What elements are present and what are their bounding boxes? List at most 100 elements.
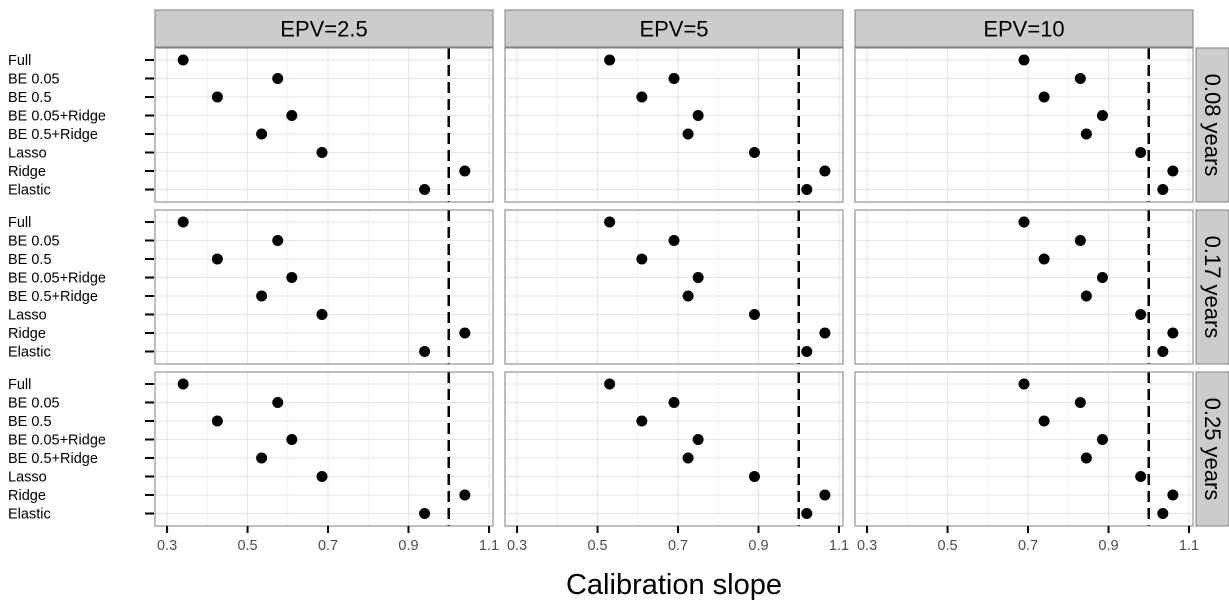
strip-epv-10 [854,9,1194,48]
data-point-ridge [459,489,471,501]
strip-label-epv-5: EPV=5 [639,17,708,42]
data-point-be-0-5 [211,91,223,103]
strip-epv-5 [504,9,844,48]
y-tick-label-ridge: Ridge [8,164,46,180]
strip-label-epv-10: EPV=10 [983,17,1064,42]
data-point-full [1018,378,1030,390]
panel-epv-10-0-08-years-border [854,47,1194,203]
strip-label-0-17-years: 0.17 years [1200,236,1225,339]
y-tick-label-lasso: Lasso [8,146,47,162]
data-point-be-0-5 [636,415,648,427]
data-point-full [1018,54,1030,66]
panel-epv-10-0-08-years-background [855,48,1193,202]
data-point-be-0-5-ridge [682,452,694,464]
x-tick-label: 0.7 [1018,538,1038,554]
data-point-be-0-05-ridge [692,110,704,121]
data-point-be-0-5-ridge [1080,452,1092,464]
x-tick-label: 0.9 [398,538,418,554]
data-point-elastic [801,184,813,195]
panel-epv-5-0-17-years-border [504,209,844,365]
y-tick-label-be-0-05-ridge: BE 0.05+Ridge [8,109,106,125]
data-point-be-0-05 [668,397,680,408]
strip-0-25-years [1195,371,1229,527]
data-point-lasso [1135,471,1147,482]
x-axis-title: Calibration slope [566,569,782,601]
data-point-ridge [1167,327,1179,339]
strip-label-0-08-years: 0.08 years [1200,74,1225,177]
data-point-lasso [316,147,328,158]
data-point-be-0-05 [272,235,284,246]
data-point-be-0-5-ridge [1080,128,1092,140]
y-tick-label-be-0-5-ridge: BE 0.5+Ridge [8,289,98,305]
panel-epv-5-0-25-years-background [505,372,843,526]
panel-epv-2-5-0-08-years-background [155,48,493,202]
y-tick-label-be-0-05: BE 0.05 [8,396,60,412]
data-point-elastic [419,184,431,195]
y-tick-label-be-0-05-ridge: BE 0.05+Ridge [8,271,106,287]
data-point-full [604,216,616,228]
data-point-ridge [1167,165,1179,177]
data-point-ridge [459,165,471,177]
y-tick-label-be-0-05: BE 0.05 [8,234,60,250]
data-point-lasso [316,471,328,482]
data-point-ridge [819,165,831,177]
data-point-lasso [748,309,760,320]
x-tick-label: 0.3 [857,538,877,554]
data-point-be-0-05-ridge [286,434,298,445]
y-tick-label-be-0-5-ridge: BE 0.5+Ridge [8,451,98,467]
panel-epv-2-5-0-17-years-background [155,210,493,364]
data-point-ridge [1167,489,1179,501]
data-point-elastic [801,346,813,357]
y-tick-label-lasso: Lasso [8,470,47,486]
y-tick-label-be-0-5: BE 0.5 [8,414,52,430]
data-point-be-0-5 [1038,91,1050,103]
y-tick-label-be-0-05-ridge: BE 0.05+Ridge [8,433,106,449]
data-point-be-0-05 [272,397,284,408]
data-point-elastic [419,508,431,519]
x-tick-label: 0.9 [748,538,768,554]
panel-epv-2-5-0-25-years-border [154,371,494,527]
y-tick-label-ridge: Ridge [8,488,46,504]
y-tick-label-be-0-5: BE 0.5 [8,252,52,268]
x-tick-label: 0.5 [237,538,257,554]
data-point-be-0-5 [1038,253,1050,265]
x-tick-label: 0.7 [318,538,338,554]
panel-epv-10-0-25-years-border [854,371,1194,527]
data-point-be-0-05-ridge [1096,434,1108,445]
data-point-full [1018,216,1030,228]
panel-epv-10-0-17-years-border [854,209,1194,365]
y-tick-label-be-0-5-ridge: BE 0.5+Ridge [8,127,98,143]
panel-epv-2-5-0-08-years-border [154,47,494,203]
data-point-elastic [801,508,813,519]
x-tick-label: 1.1 [829,538,849,554]
y-tick-label-lasso: Lasso [8,308,47,324]
data-point-ridge [819,327,831,339]
data-point-be-0-5 [211,415,223,427]
data-point-be-0-5 [211,253,223,265]
panel-epv-2-5-0-25-years-background [155,372,493,526]
x-tick-label: 0.5 [937,538,957,554]
data-point-lasso [1135,309,1147,320]
panel-epv-5-0-08-years-background [505,48,843,202]
strip-0-08-years [1195,47,1229,203]
data-point-be-0-05 [272,73,284,84]
strip-label-0-25-years: 0.25 years [1200,398,1225,501]
panel-epv-2-5-0-17-years-border [154,209,494,365]
y-tick-label-elastic: Elastic [8,183,51,199]
x-tick-label: 0.7 [668,538,688,554]
data-point-be-0-5-ridge [256,128,268,140]
data-point-elastic [419,346,431,357]
y-tick-label-full: Full [8,377,31,393]
data-point-be-0-5-ridge [1080,290,1092,302]
strip-epv-2-5 [154,9,494,48]
data-point-elastic [1157,184,1169,195]
data-point-be-0-5 [636,253,648,265]
x-tick-label: 1.1 [479,538,499,554]
data-point-full [177,216,189,228]
y-tick-label-full: Full [8,215,31,231]
data-point-ridge [459,327,471,339]
data-point-full [177,378,189,390]
data-point-elastic [1157,346,1169,357]
data-point-be-0-05-ridge [692,434,704,445]
